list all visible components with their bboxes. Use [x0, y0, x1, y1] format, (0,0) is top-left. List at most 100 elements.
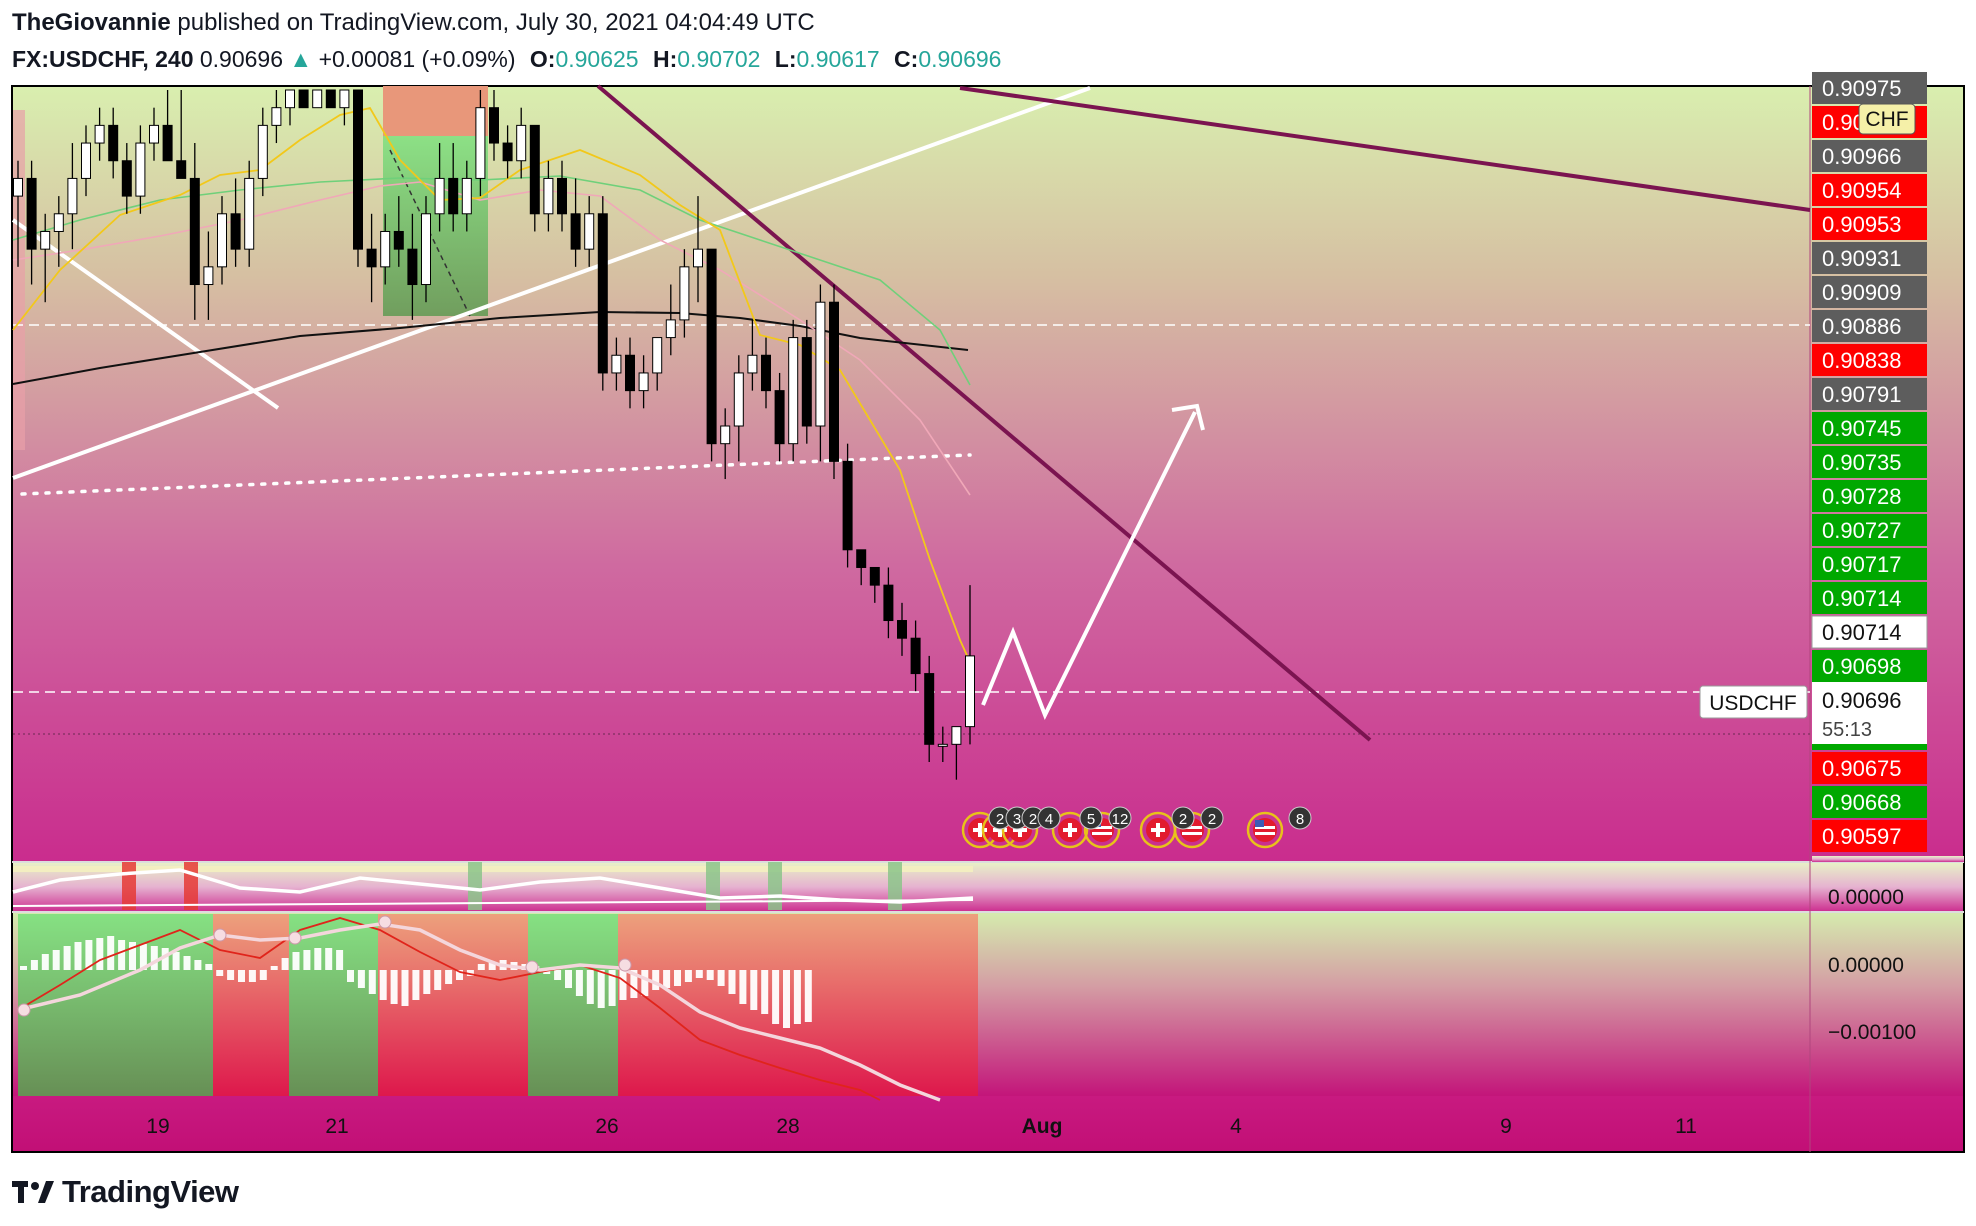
candle-body	[434, 177, 445, 215]
macd-histogram-bar	[20, 966, 27, 970]
candle	[393, 196, 404, 267]
flag-canton	[1255, 820, 1264, 827]
candle	[230, 178, 241, 267]
macd-histogram-bar	[30, 960, 38, 970]
price-label-bg	[1812, 378, 1927, 410]
macd-histogram-bar	[390, 970, 398, 1004]
candle-body	[883, 584, 894, 622]
candle-body	[965, 655, 975, 728]
macd-histogram-bar	[466, 970, 474, 976]
candle	[448, 143, 459, 232]
candle-body	[366, 248, 377, 268]
time-axis-label: 19	[146, 1115, 169, 1138]
macd-histogram-bar	[52, 950, 60, 970]
rising-trendline[interactable]	[12, 86, 1091, 480]
event-count-badge[interactable]: 2	[1200, 806, 1224, 830]
flag-cross	[1068, 823, 1072, 837]
price-label-text: 0.90909	[1822, 280, 1902, 305]
macd-histogram-bar	[575, 970, 583, 996]
candle-body	[829, 301, 839, 462]
author-name[interactable]: TheGiovannie	[12, 9, 171, 36]
event-count-bg	[1200, 806, 1224, 830]
projection-path[interactable]	[981, 411, 1197, 720]
candle-body	[162, 124, 173, 162]
support-line[interactable]	[11, 218, 280, 410]
candle	[801, 319, 812, 444]
last-price-symbol: USDCHF	[1709, 692, 1797, 715]
candle-body	[53, 213, 64, 232]
candle	[421, 196, 431, 303]
high-label: H:	[652, 46, 678, 72]
last-price-tag: USDCHF 0.90696 55:13	[1699, 682, 1927, 744]
event-ring	[1051, 811, 1089, 849]
price-label-bg	[1812, 480, 1927, 512]
macd-cross-marker	[618, 958, 632, 972]
candle-body	[312, 89, 323, 109]
event-count-badge[interactable]: 2	[1021, 806, 1045, 830]
macd-histogram-bar	[129, 942, 136, 970]
price-label-bg	[1812, 208, 1927, 240]
osc-signal-bar	[184, 862, 198, 910]
low-label: L:	[774, 46, 797, 72]
close-label: C:	[894, 46, 919, 72]
time-axis-label: 4	[1230, 1115, 1242, 1138]
macd-histogram-bar	[292, 952, 300, 970]
candle	[271, 90, 282, 144]
price-axis-label: 0.90745	[1812, 412, 1927, 444]
price-label-text: 0.90727	[1822, 518, 1902, 543]
macd-histogram-bar	[368, 970, 376, 994]
price-axis-label: 0.90714	[1812, 582, 1927, 614]
event-count-bg	[1079, 806, 1103, 830]
us-event-icon[interactable]	[1246, 811, 1284, 849]
event-count-badge[interactable]: 12	[1108, 806, 1132, 830]
flag-stripe	[1255, 826, 1275, 829]
swiss-event-icon[interactable]	[1139, 811, 1177, 849]
macd-histogram-bar	[608, 970, 616, 1006]
candle	[774, 372, 785, 462]
swiss-event-icon[interactable]	[1051, 811, 1089, 849]
candle-body	[584, 213, 595, 250]
candle	[94, 107, 105, 161]
macd-histogram-bar	[401, 970, 409, 1006]
candle	[285, 89, 295, 126]
event-count-badge[interactable]: 2	[1171, 806, 1195, 830]
price-label-bg	[1812, 242, 1927, 274]
macd-histogram-bar	[172, 952, 180, 970]
macd-histogram-bar	[139, 944, 147, 970]
close-value: 0.90696	[918, 46, 1002, 72]
osc-signal-bar	[468, 862, 482, 910]
flag-stripe	[1182, 832, 1202, 835]
event-count-badge[interactable]: 4	[1037, 806, 1061, 830]
candle-body	[557, 177, 567, 215]
change-up-icon: ▲	[289, 46, 313, 72]
candle	[149, 107, 159, 161]
price-label-text: 0.90714	[1822, 586, 1902, 611]
dotted-level[interactable]	[20, 453, 972, 496]
oscillator-line	[12, 868, 974, 904]
time-axis-label: 11	[1675, 1115, 1697, 1138]
tradingview-logo[interactable]: TradingView	[12, 1172, 239, 1212]
event-count-bg	[1108, 806, 1132, 830]
macd-histogram-bar	[325, 948, 333, 970]
candle	[366, 213, 377, 303]
candle-body	[149, 124, 159, 144]
currency-badge[interactable]: CHF	[1858, 103, 1916, 135]
candle-body	[135, 142, 146, 197]
descending-trendline[interactable]	[596, 84, 1372, 742]
candle-body	[924, 673, 935, 745]
price-label-bg	[1812, 72, 1927, 104]
price-label-text: 0.90838	[1822, 348, 1902, 373]
event-count-badge[interactable]: 8	[1288, 806, 1312, 830]
candle-body	[951, 726, 962, 745]
price-axis-label: 0.90954	[1812, 174, 1927, 206]
candle	[380, 213, 391, 285]
macd-histogram-bar	[793, 970, 801, 1024]
candle-body	[67, 177, 78, 215]
event-count-badge[interactable]: 5	[1079, 806, 1103, 830]
candle	[108, 107, 119, 179]
macd-histogram-bar	[107, 936, 115, 970]
candle-body	[108, 124, 119, 162]
upper-trendline[interactable]	[959, 86, 1811, 212]
macd-histogram-bar	[248, 970, 256, 982]
